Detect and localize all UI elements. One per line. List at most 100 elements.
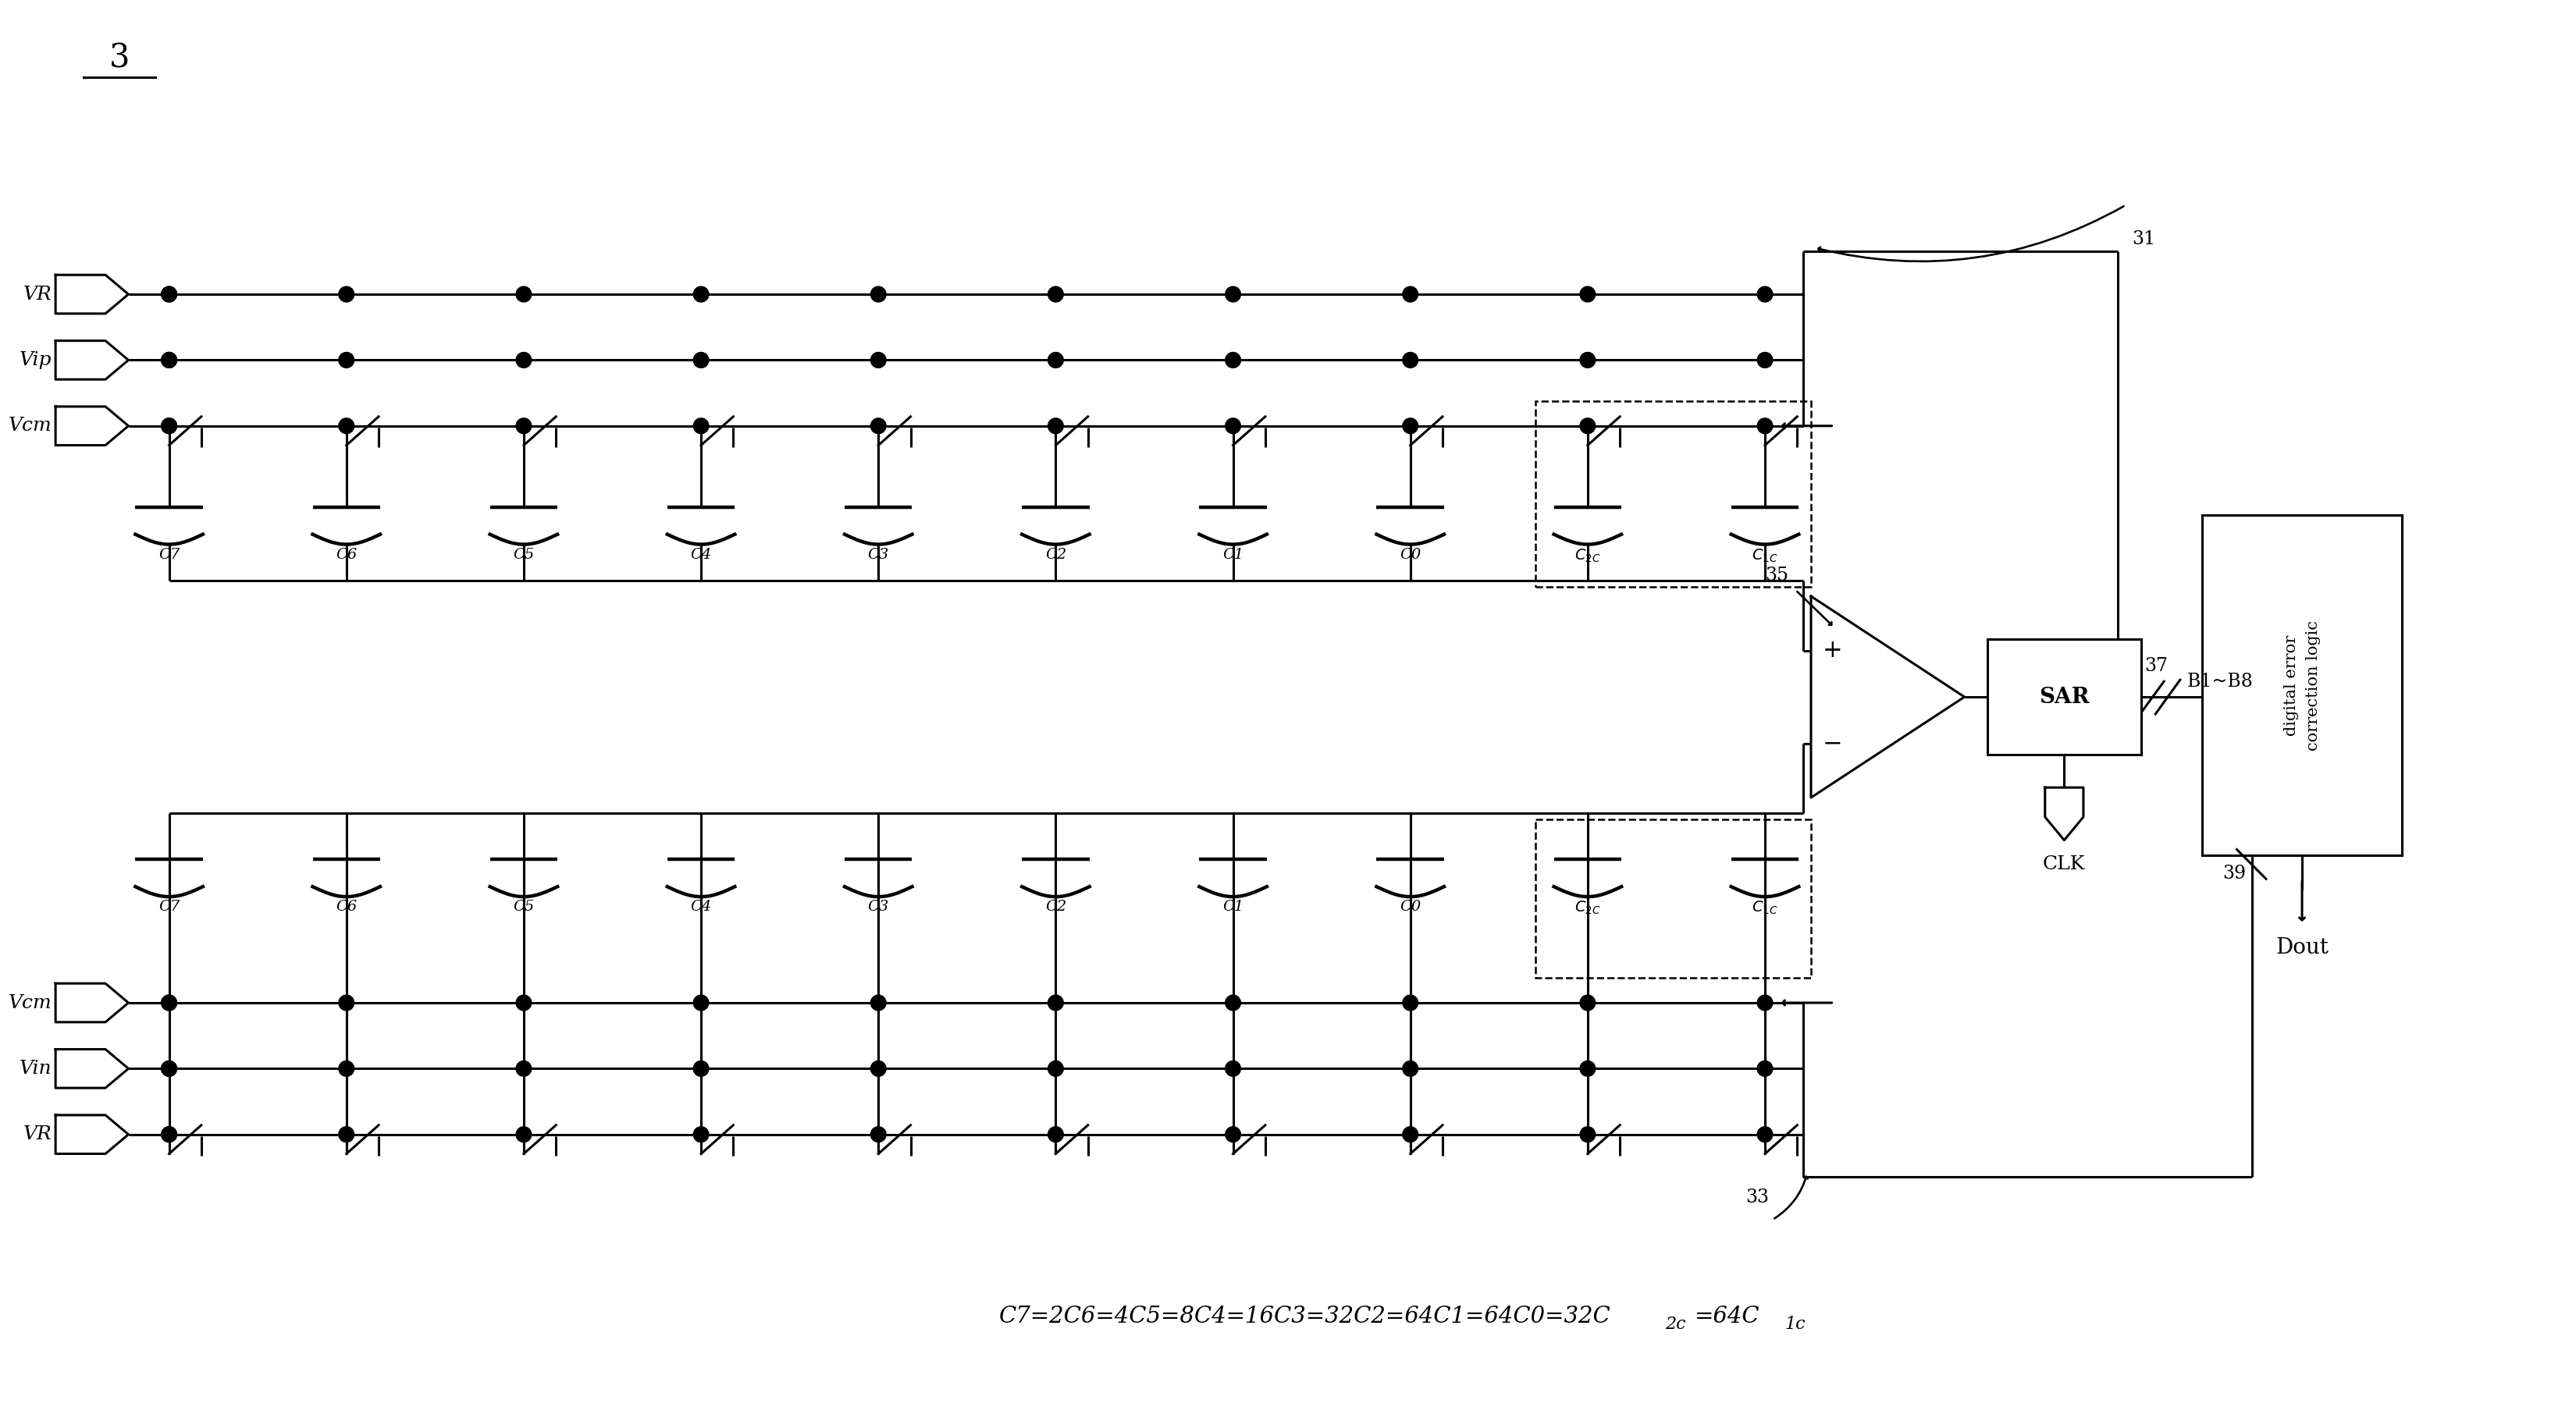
Text: Vcm: Vcm [8, 416, 52, 435]
Text: C2: C2 [1046, 900, 1066, 913]
Circle shape [1226, 1127, 1242, 1142]
Circle shape [1226, 287, 1242, 303]
Circle shape [162, 352, 178, 367]
Circle shape [1757, 1127, 1772, 1142]
Text: C7=2C6=4C5=8C4=16C3=32C2=64C1=64C0=32C: C7=2C6=4C5=8C4=16C3=32C2=64C1=64C0=32C [999, 1306, 1610, 1327]
Circle shape [162, 287, 178, 303]
Text: C7: C7 [160, 547, 180, 561]
Text: CLK: CLK [2043, 855, 2087, 874]
Text: Vcm: Vcm [8, 993, 52, 1012]
Circle shape [871, 418, 886, 433]
Text: $C_{1C}$: $C_{1C}$ [1752, 547, 1777, 564]
Text: C5: C5 [513, 900, 533, 913]
Circle shape [337, 287, 353, 303]
Circle shape [162, 1127, 178, 1142]
Circle shape [1579, 352, 1595, 367]
Text: +: + [1821, 639, 1842, 663]
Circle shape [162, 418, 178, 433]
Text: C1: C1 [1224, 900, 1244, 913]
Circle shape [1757, 287, 1772, 303]
Circle shape [693, 418, 708, 433]
Circle shape [337, 352, 353, 367]
Circle shape [162, 1061, 178, 1076]
Circle shape [515, 418, 531, 433]
Bar [1535, 819, 1811, 978]
Circle shape [162, 418, 178, 433]
Circle shape [515, 1127, 531, 1142]
Circle shape [693, 287, 708, 303]
Text: C1: C1 [1224, 547, 1244, 561]
Text: C4: C4 [690, 900, 711, 913]
Circle shape [162, 1127, 178, 1142]
Circle shape [515, 995, 531, 1010]
Circle shape [162, 352, 178, 367]
Circle shape [1404, 352, 1417, 367]
Text: =64C: =64C [1695, 1306, 1759, 1327]
Circle shape [871, 287, 886, 303]
Circle shape [1226, 352, 1242, 367]
Text: VR: VR [23, 1126, 52, 1144]
Text: SAR: SAR [2040, 687, 2089, 708]
Circle shape [1579, 1127, 1595, 1142]
Text: C0: C0 [1399, 547, 1422, 561]
Circle shape [693, 995, 708, 1010]
Text: Vip: Vip [18, 352, 52, 369]
Circle shape [1048, 1127, 1064, 1142]
Circle shape [1048, 1061, 1064, 1076]
Circle shape [162, 995, 178, 1010]
Circle shape [693, 1061, 708, 1076]
Circle shape [1404, 418, 1417, 433]
Text: Vin: Vin [18, 1059, 52, 1078]
Text: 31: 31 [2133, 229, 2156, 248]
Text: Dout: Dout [2275, 937, 2329, 958]
Circle shape [1404, 1127, 1417, 1142]
Text: C6: C6 [335, 547, 358, 561]
Circle shape [162, 995, 178, 1010]
Circle shape [515, 287, 531, 303]
Text: 2c: 2c [1664, 1316, 1687, 1332]
Circle shape [1404, 1061, 1417, 1076]
Circle shape [1579, 418, 1595, 433]
Circle shape [162, 287, 178, 303]
Text: VR: VR [23, 286, 52, 304]
Text: C3: C3 [868, 547, 889, 561]
Circle shape [515, 352, 531, 367]
Circle shape [1579, 995, 1595, 1010]
Circle shape [1757, 418, 1772, 433]
Text: C7: C7 [160, 900, 180, 913]
Text: −: − [1824, 732, 1842, 756]
Circle shape [693, 352, 708, 367]
Circle shape [871, 1061, 886, 1076]
Circle shape [515, 1061, 531, 1076]
Circle shape [337, 1127, 353, 1142]
Circle shape [1404, 995, 1417, 1010]
Circle shape [1757, 995, 1772, 1010]
Circle shape [693, 1127, 708, 1142]
Circle shape [1404, 287, 1417, 303]
Circle shape [337, 418, 353, 433]
Text: C3: C3 [868, 900, 889, 913]
Text: 33: 33 [1747, 1189, 1770, 1207]
Text: $C_{1C}$: $C_{1C}$ [1752, 900, 1777, 916]
Text: digital error
correction logic: digital error correction logic [2285, 620, 2321, 750]
Circle shape [162, 1061, 178, 1076]
Text: $C_{2C}$: $C_{2C}$ [1574, 900, 1600, 916]
Circle shape [871, 1127, 886, 1142]
Text: 35: 35 [1765, 567, 1788, 585]
Text: 3: 3 [108, 42, 129, 75]
Circle shape [1226, 1061, 1242, 1076]
Bar [1535, 401, 1811, 587]
Text: B1~B8: B1~B8 [2187, 673, 2254, 691]
Circle shape [1226, 995, 1242, 1010]
Circle shape [337, 1061, 353, 1076]
Text: 1c: 1c [1785, 1316, 1806, 1332]
Circle shape [1757, 352, 1772, 367]
Circle shape [1048, 352, 1064, 367]
Text: 39: 39 [2223, 865, 2246, 884]
Circle shape [337, 995, 353, 1010]
Circle shape [1048, 287, 1064, 303]
Circle shape [1048, 418, 1064, 433]
Text: C6: C6 [335, 900, 358, 913]
Circle shape [871, 352, 886, 367]
Text: C2: C2 [1046, 547, 1066, 561]
